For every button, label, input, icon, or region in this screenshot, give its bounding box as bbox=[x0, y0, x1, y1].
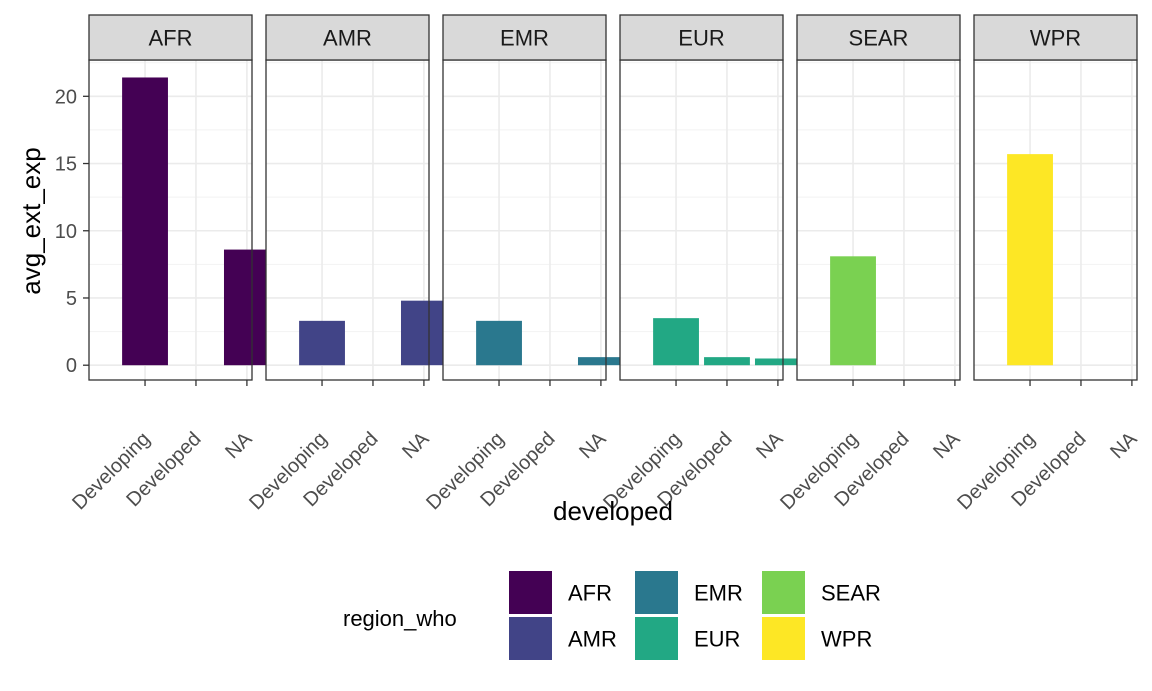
legend-item-amr: AMR bbox=[509, 617, 617, 660]
facet-strip-label: AFR bbox=[149, 26, 193, 51]
facet-strip-label: AMR bbox=[323, 26, 372, 51]
bar-afr-na bbox=[223, 249, 270, 366]
x-axis-title: developed bbox=[553, 496, 673, 526]
bar-eur-na bbox=[754, 358, 801, 366]
panel-background bbox=[443, 60, 606, 380]
bar-afr-developing bbox=[122, 77, 168, 366]
facet-strip-label: EMR bbox=[500, 26, 549, 51]
facet-strip-afr bbox=[88, 14, 253, 61]
legend-label: EUR bbox=[694, 627, 740, 652]
legend-label: EMR bbox=[694, 581, 743, 606]
facet-strip-sear bbox=[796, 14, 961, 61]
facet-strip-amr bbox=[265, 14, 430, 61]
panel-background bbox=[974, 60, 1137, 380]
legend-label: AMR bbox=[568, 627, 617, 652]
facet-strip-label: EUR bbox=[678, 26, 724, 51]
legend-item-emr: EMR bbox=[635, 571, 743, 614]
facet-strip-label: WPR bbox=[1030, 26, 1081, 51]
x-tick-label: NA bbox=[929, 428, 965, 464]
bar-emr-developing bbox=[476, 320, 522, 366]
bar-sear-developing bbox=[830, 256, 876, 366]
legend-key-eur bbox=[635, 617, 678, 660]
facet-strip-emr bbox=[442, 14, 607, 61]
x-tick-label: NA bbox=[1106, 428, 1142, 464]
bar-amr-na bbox=[400, 300, 447, 366]
legend-label: AFR bbox=[568, 581, 612, 606]
bar-amr-developing bbox=[299, 320, 345, 366]
legend-key-emr bbox=[635, 571, 678, 614]
legend-label: SEAR bbox=[821, 581, 881, 606]
bar-eur-developing bbox=[653, 318, 699, 366]
panel-background bbox=[620, 60, 783, 380]
y-tick-label: 10 bbox=[55, 221, 77, 243]
legend-item-eur: EUR bbox=[635, 617, 740, 660]
y-tick-label: 0 bbox=[66, 355, 77, 377]
facet-strip-label: SEAR bbox=[849, 26, 909, 51]
legend-label: WPR bbox=[821, 627, 872, 652]
y-tick-label: 5 bbox=[66, 288, 77, 310]
legend-item-afr: AFR bbox=[509, 571, 612, 614]
legend-title: region_who bbox=[343, 606, 457, 631]
legend-key-afr bbox=[509, 571, 552, 614]
legend-item-sear: SEAR bbox=[762, 571, 881, 614]
y-axis-title: avg_ext_exp bbox=[16, 147, 46, 294]
y-tick-label: 20 bbox=[55, 86, 77, 108]
y-axis: 0 5 10 15 20 bbox=[55, 86, 89, 377]
x-tick-label: NA bbox=[575, 428, 611, 464]
facet-strip-eur bbox=[619, 14, 784, 61]
legend-key-sear bbox=[762, 571, 805, 614]
y-tick-label: 15 bbox=[55, 154, 77, 176]
panel-background bbox=[797, 60, 960, 380]
legend-key-amr bbox=[509, 617, 552, 660]
x-tick-label: NA bbox=[398, 428, 434, 464]
x-tick-label: NA bbox=[221, 428, 257, 464]
legend-item-wpr: WPR bbox=[762, 617, 872, 660]
x-tick-label: NA bbox=[752, 428, 788, 464]
bar-emr-na bbox=[577, 357, 624, 366]
legend: region_who AFR AMR EMR EUR SEAR WPR bbox=[343, 571, 881, 660]
bar-wpr-developing bbox=[1007, 154, 1053, 366]
legend-key-wpr bbox=[762, 617, 805, 660]
facet-strip-wpr bbox=[973, 14, 1138, 61]
bar-eur-developed bbox=[704, 357, 750, 366]
